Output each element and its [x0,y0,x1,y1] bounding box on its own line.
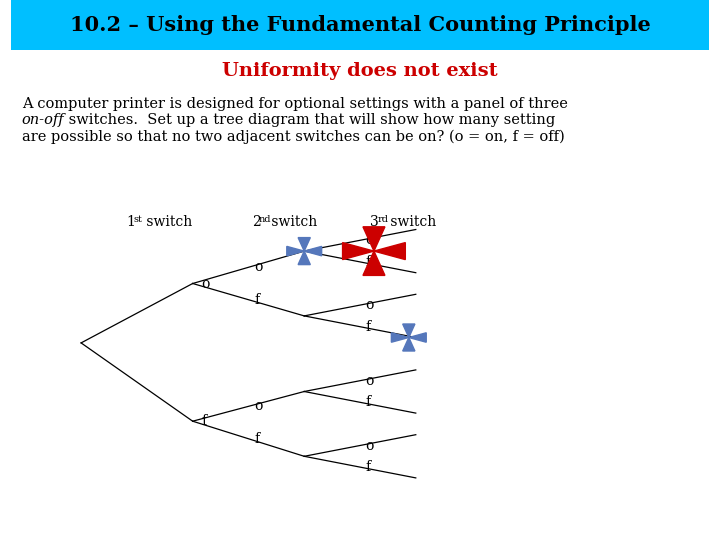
Text: 2: 2 [252,215,261,230]
FancyBboxPatch shape [12,0,708,50]
Text: nd: nd [259,215,271,224]
Text: o: o [201,276,210,291]
Text: f: f [254,432,259,445]
Text: o: o [254,260,262,274]
Polygon shape [363,251,385,275]
Polygon shape [298,238,310,251]
Text: Uniformity does not exist: Uniformity does not exist [222,62,498,80]
Polygon shape [409,333,426,342]
Text: f: f [366,320,371,334]
Text: switch: switch [267,215,318,230]
Text: f: f [201,414,206,428]
Polygon shape [363,227,385,251]
Text: st: st [133,215,143,224]
Polygon shape [287,246,305,256]
Text: switch: switch [386,215,436,230]
Text: o: o [366,298,374,312]
Text: f: f [254,293,259,307]
Text: f: f [366,255,371,269]
Polygon shape [402,324,415,338]
Text: switch: switch [142,215,192,230]
Text: 10.2 – Using the Fundamental Counting Principle: 10.2 – Using the Fundamental Counting Pr… [70,15,650,35]
Text: rd: rd [377,215,388,224]
Polygon shape [305,246,322,256]
Polygon shape [374,242,405,260]
Text: on-off: on-off [22,113,65,127]
Text: are possible so that no two adjacent switches can be on? (o = on, f = off): are possible so that no two adjacent swi… [22,130,564,144]
Text: f: f [366,460,371,474]
Text: 1: 1 [127,215,135,230]
Polygon shape [402,338,415,351]
Text: o: o [366,233,374,247]
Polygon shape [298,251,310,265]
Polygon shape [392,333,409,342]
Text: switches.  Set up a tree diagram that will show how many setting: switches. Set up a tree diagram that wil… [63,113,555,127]
Text: o: o [254,400,262,413]
Text: 3: 3 [371,215,379,230]
Text: f: f [366,395,371,409]
Text: o: o [366,438,374,453]
Text: o: o [366,374,374,388]
Polygon shape [343,242,374,260]
Text: A computer printer is designed for optional settings with a panel of three: A computer printer is designed for optio… [22,97,567,111]
